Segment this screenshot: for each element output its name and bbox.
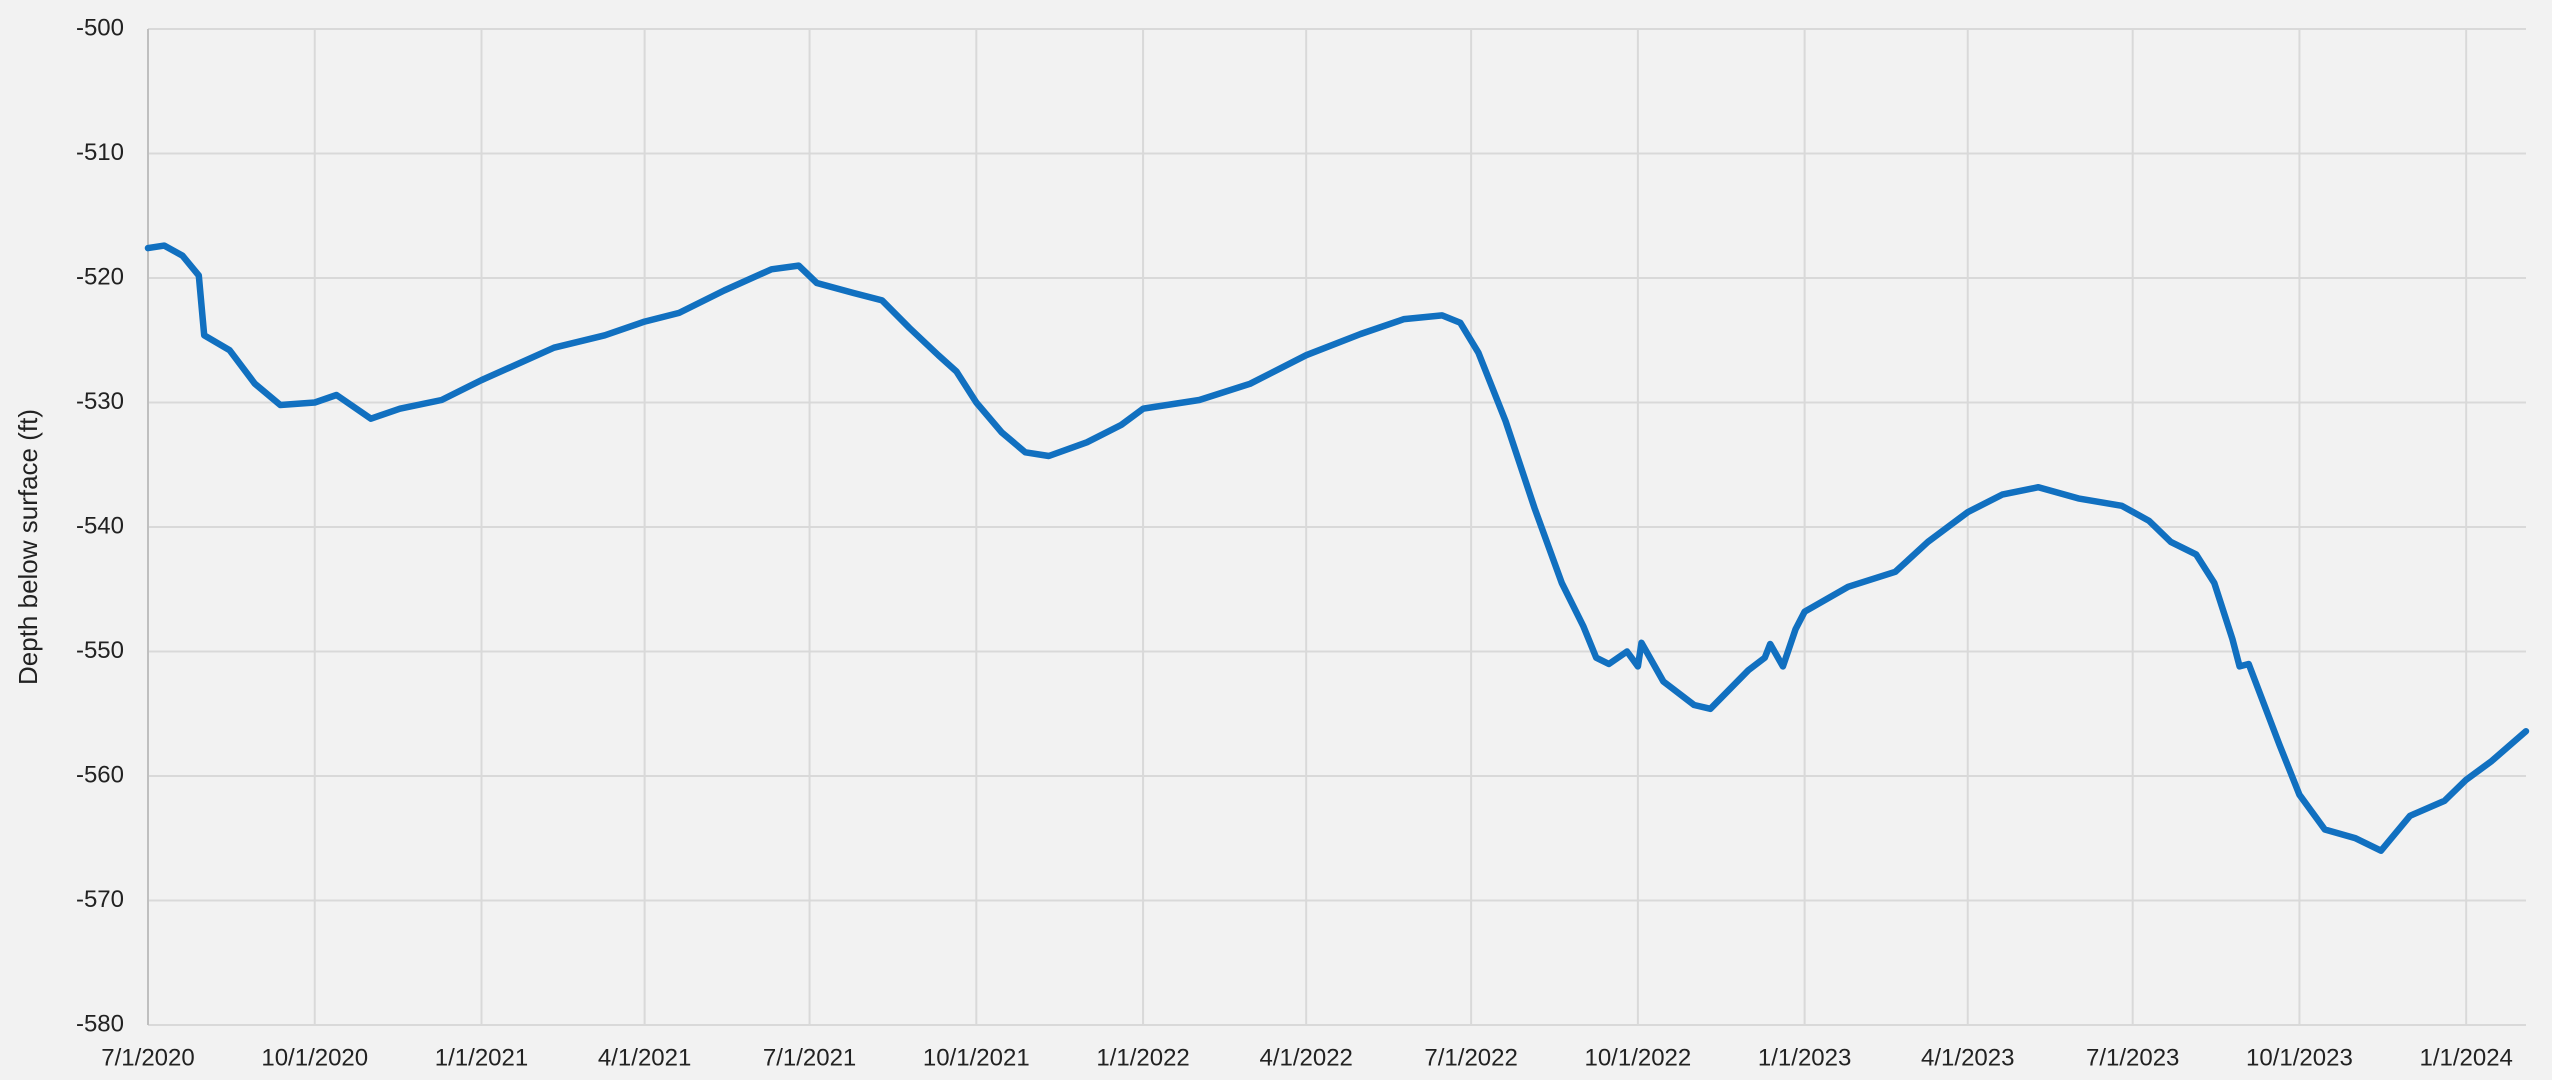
y-axis-label: Depth below surface (ft) bbox=[13, 409, 43, 685]
x-tick-label: 7/1/2020 bbox=[101, 1044, 194, 1071]
x-tick-label: 4/1/2021 bbox=[598, 1044, 691, 1071]
x-tick-label: 7/1/2022 bbox=[1424, 1044, 1517, 1071]
y-tick-label: -530 bbox=[76, 388, 124, 415]
x-tick-label: 10/1/2023 bbox=[2246, 1044, 2353, 1071]
x-tick-label: 10/1/2022 bbox=[1584, 1044, 1691, 1071]
x-tick-label: 1/1/2021 bbox=[435, 1044, 528, 1071]
x-tick-label: 1/1/2022 bbox=[1096, 1044, 1189, 1071]
y-tick-label: -580 bbox=[76, 1010, 124, 1037]
y-tick-label: -520 bbox=[76, 263, 124, 290]
y-tick-label: -510 bbox=[76, 139, 124, 166]
x-tick-label: 4/1/2022 bbox=[1259, 1044, 1352, 1071]
y-tick-label: -500 bbox=[76, 14, 124, 41]
x-tick-label: 10/1/2021 bbox=[923, 1044, 1030, 1071]
x-tick-label: 7/1/2023 bbox=[2086, 1044, 2179, 1071]
x-tick-label: 7/1/2021 bbox=[763, 1044, 856, 1071]
y-tick-label: -570 bbox=[76, 886, 124, 913]
x-tick-label: 10/1/2020 bbox=[261, 1044, 368, 1071]
data-line bbox=[144, 242, 2530, 854]
y-tick-label: -560 bbox=[76, 761, 124, 788]
x-tick-label: 1/1/2023 bbox=[1758, 1044, 1851, 1071]
x-tick-label: 4/1/2023 bbox=[1921, 1044, 2014, 1071]
y-tick-label: -540 bbox=[76, 512, 124, 539]
x-tick-label: 1/1/2024 bbox=[2419, 1044, 2512, 1071]
y-tick-label: -550 bbox=[76, 637, 124, 664]
